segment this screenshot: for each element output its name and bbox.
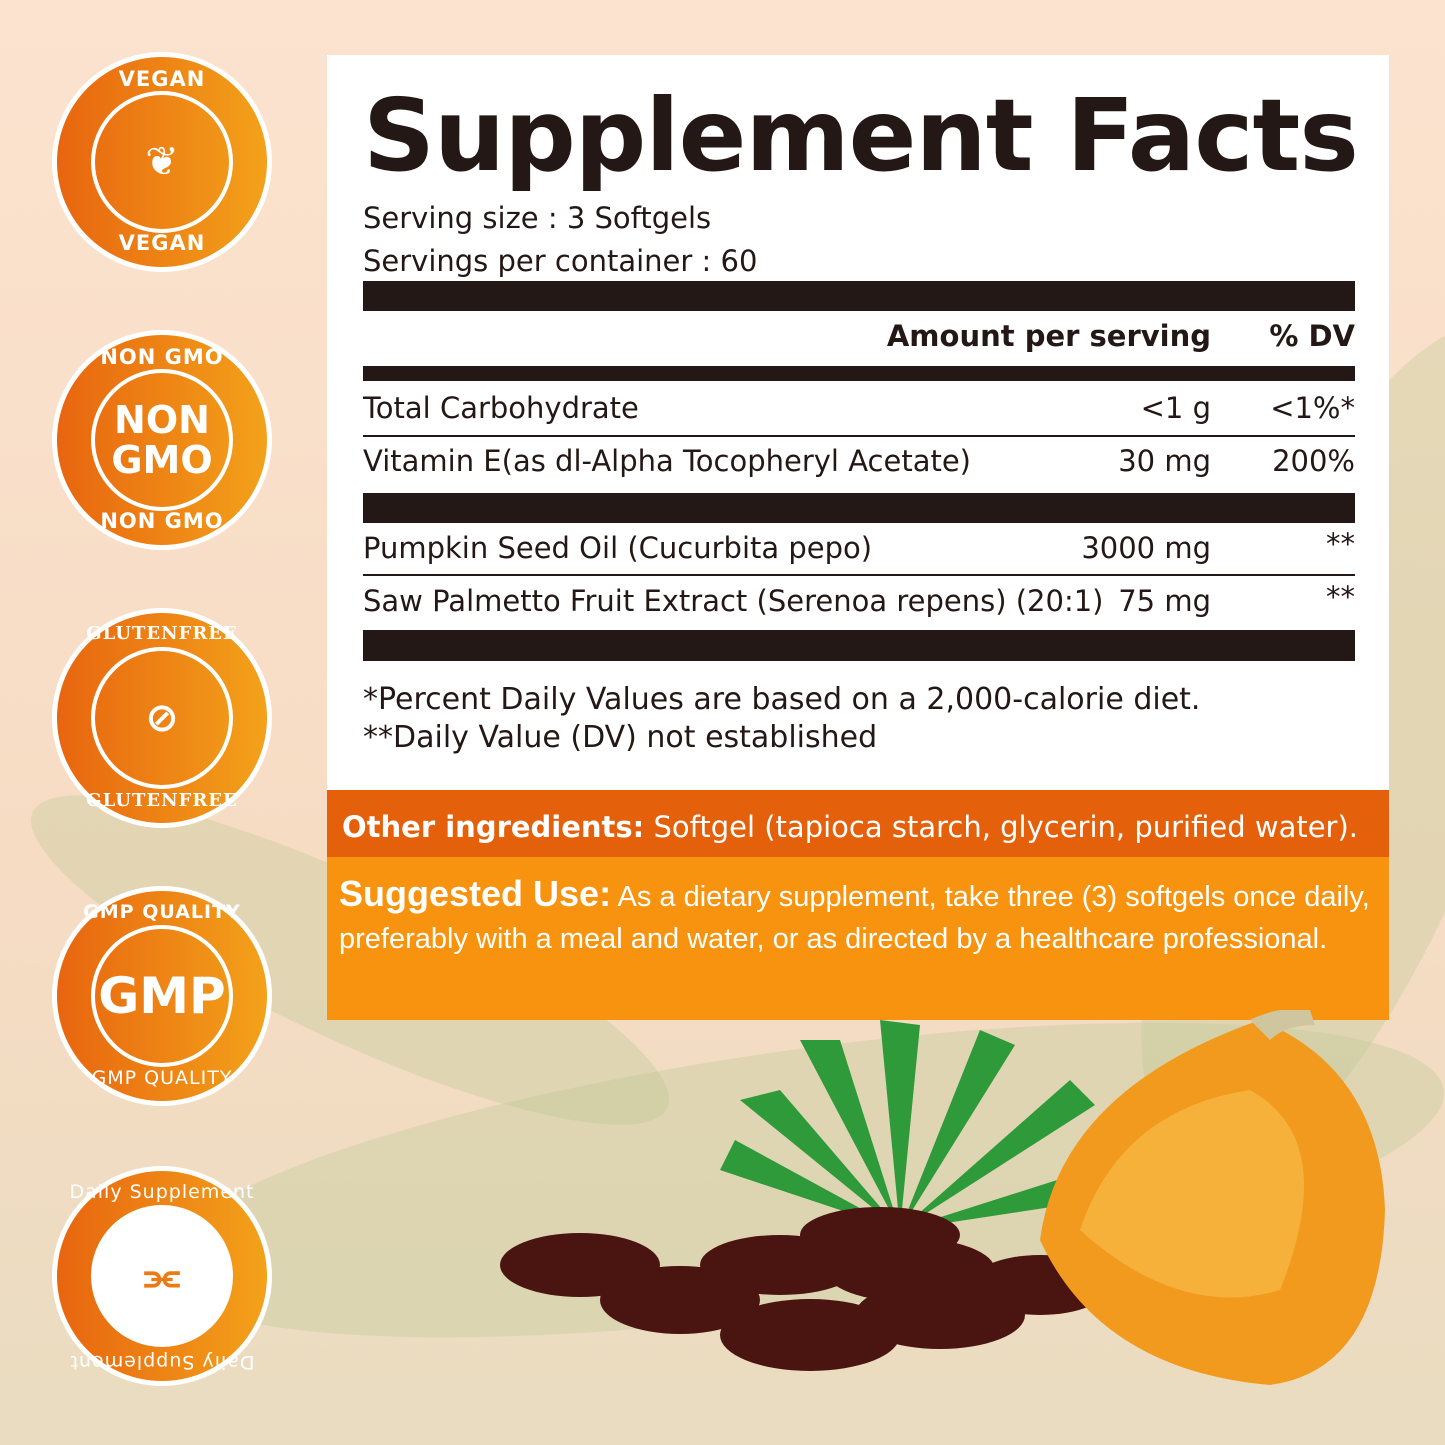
row-amount: 30 mg — [1118, 444, 1211, 478]
footnote: **Daily Value (DV) not established — [363, 720, 878, 755]
suggested-use: Suggested Use: As a dietary supplement, … — [327, 857, 1389, 1020]
divider — [363, 574, 1355, 576]
servings-per-container: Servings per container : 60 — [363, 244, 758, 278]
divider — [363, 630, 1355, 661]
row-name: Total Carbohydrate — [363, 391, 639, 425]
supplement-facts-panel: Supplement Facts Serving size : 3 Softge… — [327, 55, 1389, 790]
row-dv: ** — [1326, 580, 1355, 614]
row-dv: ** — [1326, 527, 1355, 561]
other-ingredients: Other ingredients: Softgel (tapioca star… — [327, 790, 1389, 857]
row-dv: <1%* — [1270, 391, 1355, 425]
leaf-hand-icon: ❦ — [145, 139, 179, 185]
non-gmo-badge: NON GMO NON GMO NON GMO — [52, 330, 272, 550]
daily-supplement-badge: Daily Supplement ⫘ Daily Supplement — [52, 1166, 272, 1386]
serving-size: Serving size : 3 Softgels — [363, 201, 712, 235]
gluten-free-badge: GLUTENFREE ⊘ GLUTENFREE — [52, 608, 272, 828]
divider — [363, 435, 1355, 437]
vegan-badge: VEGAN ❦ VEGAN — [52, 52, 272, 272]
product-illustration — [500, 1010, 1385, 1385]
divider — [363, 366, 1355, 381]
header-amount: Amount per serving — [886, 319, 1211, 353]
row-name: Saw Palmetto Fruit Extract (Serenoa repe… — [363, 584, 1104, 618]
row-amount: <1 g — [1140, 391, 1211, 425]
gmp-badge: GMP QUALITY GMP GMP QUALITY — [52, 886, 272, 1106]
divider — [363, 281, 1355, 311]
row-dv: 200% — [1272, 444, 1355, 478]
header-dv: % DV — [1269, 319, 1355, 353]
row-amount: 3000 mg — [1081, 531, 1211, 565]
row-amount: 75 mg — [1118, 584, 1211, 618]
row-name: Vitamin E(as dl-Alpha Tocopheryl Acetate… — [363, 444, 971, 478]
page-title: Supplement Facts — [363, 77, 1359, 194]
softgels-image — [500, 1207, 1110, 1371]
footnote: *Percent Daily Values are based on a 2,0… — [363, 682, 1201, 717]
divider — [363, 493, 1355, 523]
row-name: Pumpkin Seed Oil (Cucurbita pepo) — [363, 531, 873, 565]
crossed-wheat-icon: ⊘ — [145, 695, 179, 741]
pumpkin-image — [1040, 1010, 1385, 1385]
supplement-icon: ⫘ — [144, 1253, 180, 1299]
